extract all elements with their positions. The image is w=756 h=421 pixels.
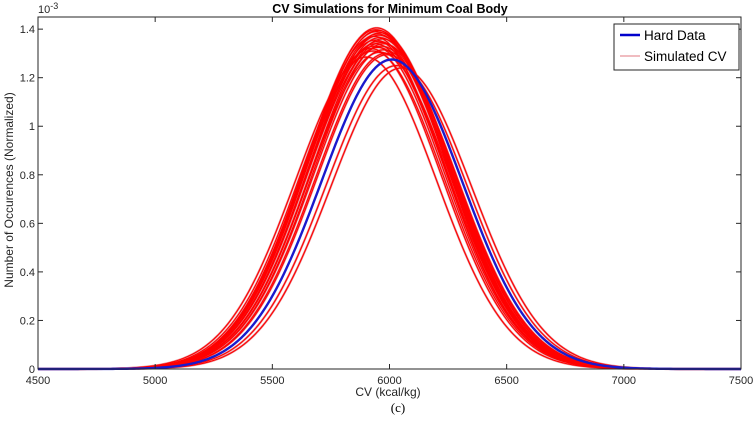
y-tick-label-0.2: 0.2: [20, 315, 35, 327]
y-tick-label-0.4: 0.4: [20, 267, 35, 279]
x-tick-label-4500: 4500: [26, 375, 50, 387]
x-tick-label-7500: 7500: [729, 375, 753, 387]
legend-label-hard-data: Hard Data: [644, 28, 706, 43]
x-tick-label-6000: 6000: [377, 375, 401, 387]
y-tick-label-0.8: 0.8: [20, 170, 35, 182]
chart-title: CV Simulations for Minimum Coal Body: [272, 2, 507, 16]
axes-frame: [37, 16, 742, 370]
y-tick-label-1.2: 1.2: [20, 73, 35, 85]
svg-text:10-3: 10-3: [38, 1, 58, 16]
y-exponent-base: 10: [38, 4, 50, 16]
y-tick-label-1.4: 1.4: [20, 24, 35, 36]
x-tick-label-7000: 7000: [612, 375, 636, 387]
legend-box: [613, 23, 740, 71]
tick-labels: 4500 5000 5500 6000 6500 7000 7500 0 0.2 0.4 0.6 0.…: [20, 24, 754, 387]
y-exponent: 10-3: [38, 1, 58, 16]
figure-caption: (c): [391, 400, 405, 415]
y-tick-label-0.6: 0.6: [20, 218, 35, 230]
x-tick-label-6500: 6500: [494, 375, 518, 387]
x-tick-label-5500: 5500: [260, 375, 284, 387]
legend: Hard Data Simulated CV: [613, 23, 740, 71]
y-exponent-power: -3: [50, 1, 58, 11]
x-tick-label-5000: 5000: [143, 375, 167, 387]
x-axis-label: CV (kcal/kg): [355, 385, 420, 399]
y-axis-label: Number of Occurences (Normalized): [2, 92, 16, 287]
legend-label-simulated-cv: Simulated CV: [644, 49, 727, 64]
y-tick-label-1: 1: [29, 121, 35, 133]
y-tick-label-0: 0: [29, 364, 35, 376]
